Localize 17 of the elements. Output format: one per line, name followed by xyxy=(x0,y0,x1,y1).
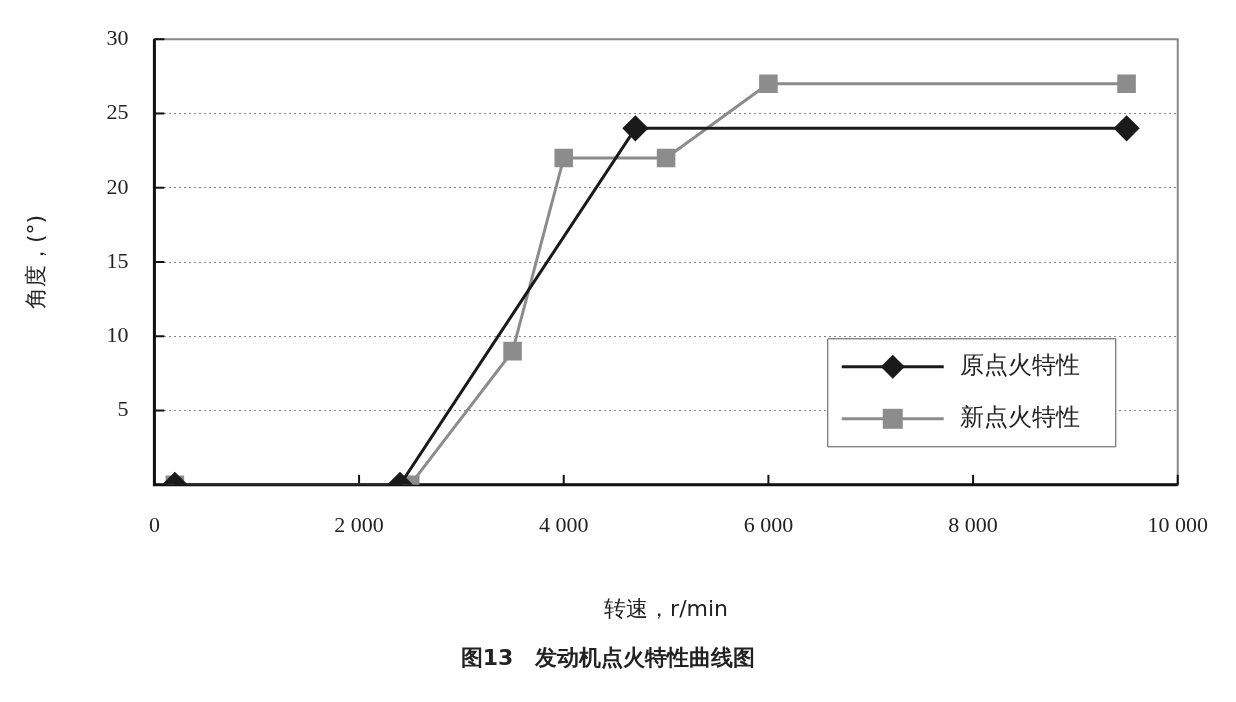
legend-label: 新点火特性 xyxy=(959,403,1080,432)
y-tick-label: 30 xyxy=(106,24,129,50)
x-tick-label: 6 000 xyxy=(743,511,794,537)
y-tick-label: 5 xyxy=(117,396,129,422)
legend-label: 原点火特性 xyxy=(959,351,1080,380)
x-tick-label: 10 000 xyxy=(1147,511,1208,537)
text: 图13 发动机点火特性曲线图 xyxy=(460,644,756,670)
x-tick-label: 2 000 xyxy=(334,511,384,537)
y-tick-label: 20 xyxy=(106,173,129,199)
y-axis-title: 角度，(°) xyxy=(22,214,48,310)
x-tick-label: 0 xyxy=(148,511,160,537)
y-tick-label: 15 xyxy=(106,247,129,273)
x-axis-title: 转速，r/min xyxy=(604,596,729,622)
x-tick-label: 8 000 xyxy=(948,511,998,537)
y-tick-label: 10 xyxy=(106,322,129,348)
y-tick-label: 25 xyxy=(106,99,129,125)
x-tick-label: 4 000 xyxy=(538,511,589,537)
